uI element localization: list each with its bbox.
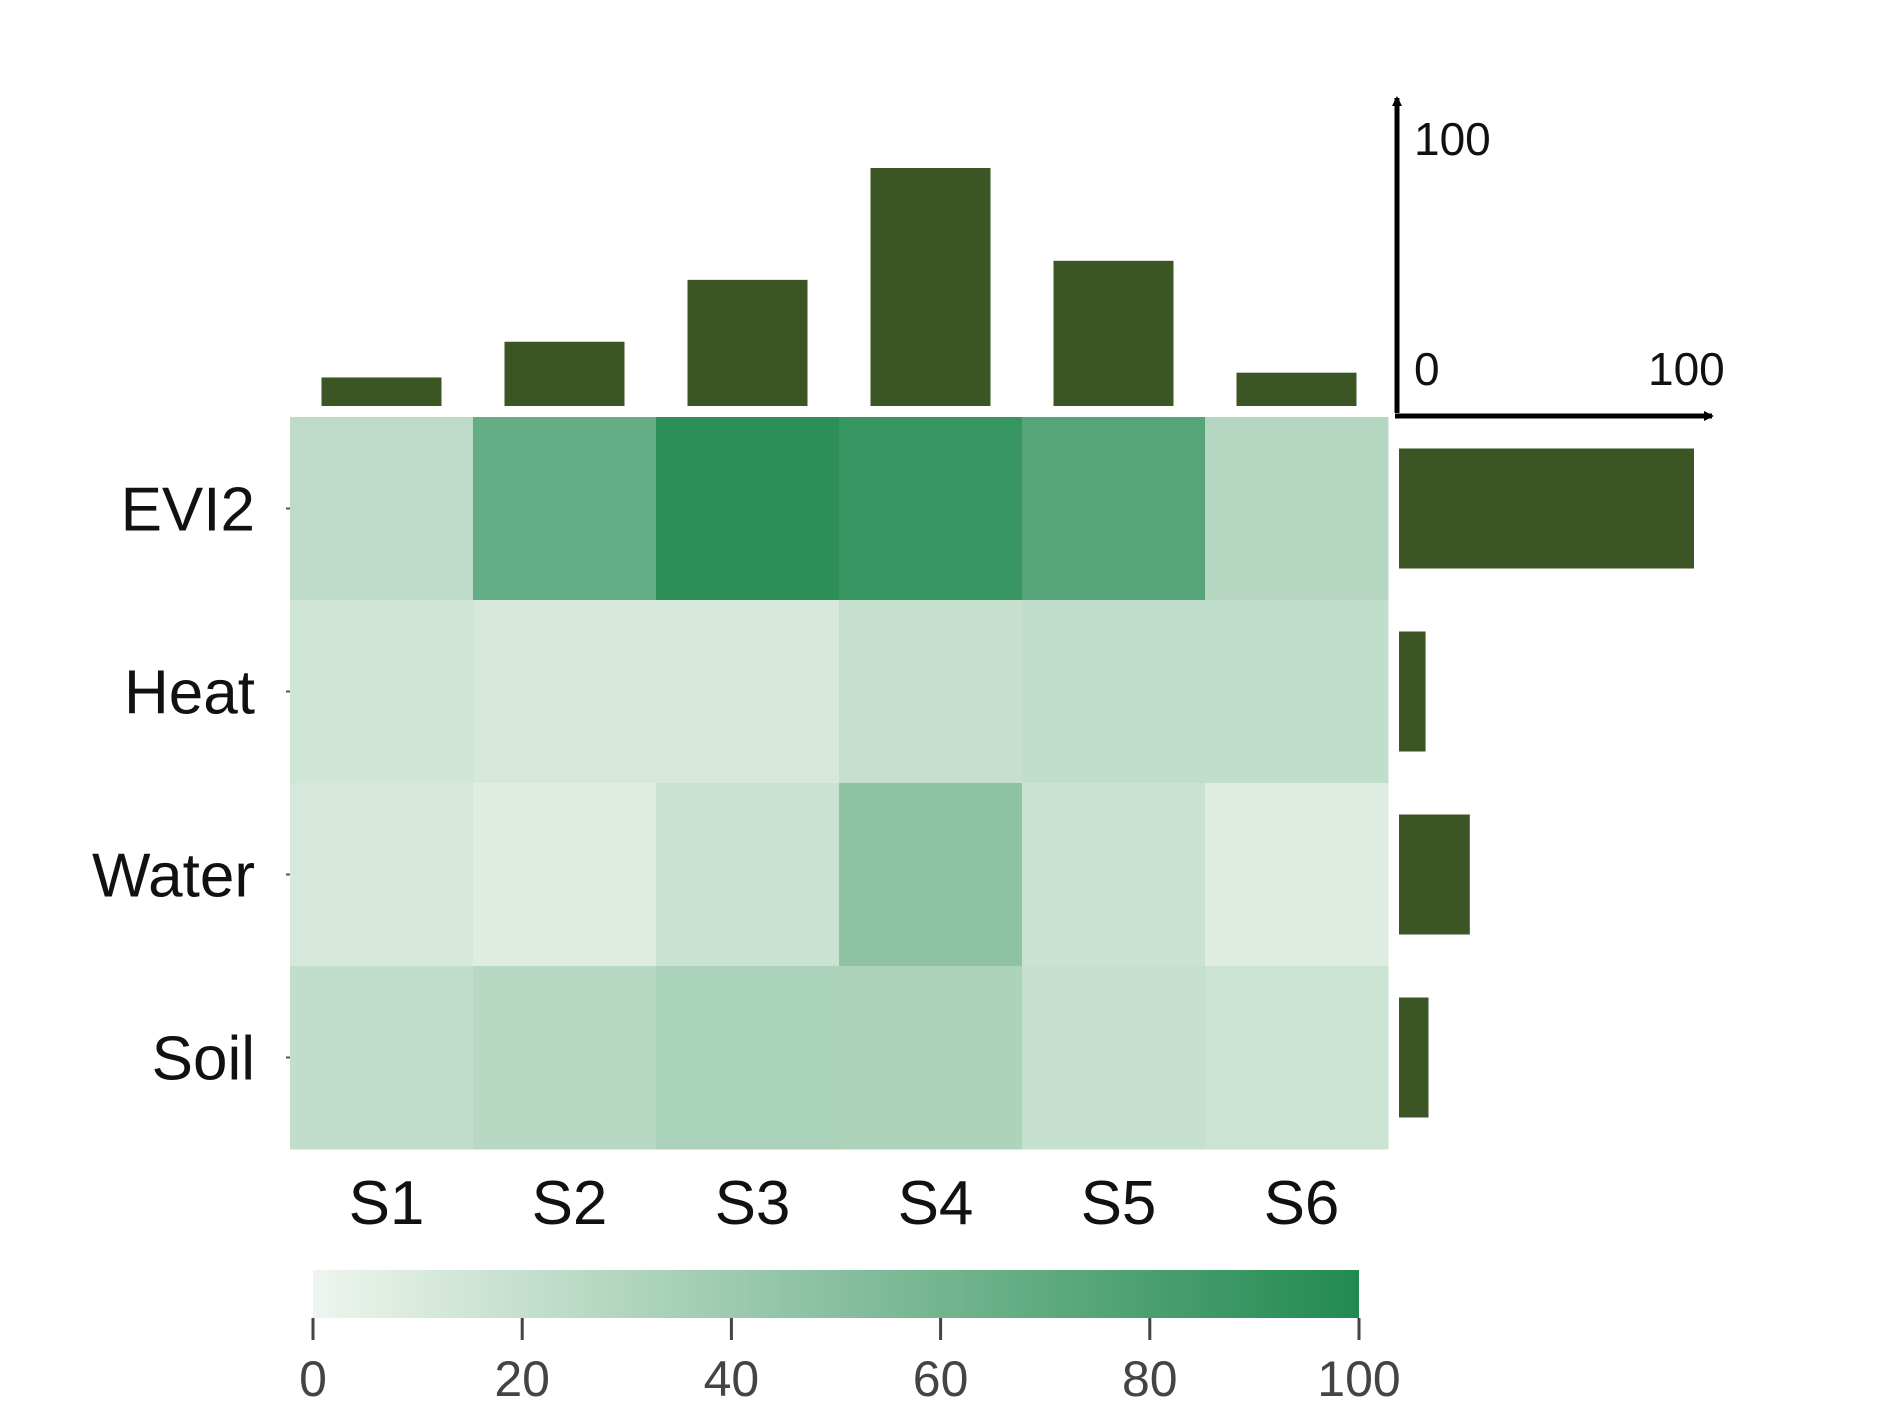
- row-label-evi2: EVI2: [121, 476, 255, 545]
- heatmap-cell-soil-s5: [1022, 966, 1206, 1150]
- column-label-s6: S6: [1264, 1169, 1340, 1238]
- heatmap-cell-soil-s4: [839, 966, 1023, 1150]
- row-marginal-bar-soil: [1399, 997, 1429, 1118]
- column-label-s3: S3: [715, 1169, 791, 1238]
- row-marginal-bar-water: [1399, 814, 1470, 935]
- row-marginal-bars: [1399, 448, 1694, 1118]
- heatmap-cell-evi2-s6: [1205, 417, 1389, 601]
- colorbar-tick-label-0: 0: [299, 1351, 327, 1407]
- colorbar-tick-label-60: 60: [913, 1351, 969, 1407]
- colorbar-gradient: [313, 1270, 1359, 1318]
- column-label-s4: S4: [898, 1169, 974, 1238]
- heatmap-cell-soil-s1: [290, 966, 474, 1150]
- column-marginal-bar-s1: [321, 377, 442, 406]
- column-marginal-bars: [321, 168, 1357, 406]
- column-label-s1: S1: [349, 1169, 425, 1238]
- colorbar-tick-label-100: 100: [1317, 1351, 1400, 1407]
- row-label-soil: Soil: [152, 1025, 255, 1094]
- heatmap-cell-evi2-s1: [290, 417, 474, 601]
- heatmap-cell-heat-s4: [839, 600, 1023, 784]
- column-marginal-bar-s2: [504, 341, 625, 406]
- heatmap-cell-soil-s3: [656, 966, 840, 1150]
- heatmap-cell-water-s1: [290, 783, 474, 967]
- column-label-s2: S2: [532, 1169, 608, 1238]
- row-label-water: Water: [92, 842, 255, 911]
- column-label-s5: S5: [1081, 1169, 1157, 1238]
- heatmap-cell-evi2-s2: [473, 417, 657, 601]
- colorbar-tick-label-80: 80: [1122, 1351, 1178, 1407]
- column-marginal-bar-s3: [687, 279, 808, 406]
- heatmap-cells: [290, 417, 1389, 1150]
- colorbar-tick-label-40: 40: [704, 1351, 760, 1407]
- heatmap-cell-heat-s6: [1205, 600, 1389, 784]
- colorbar-tick-label-20: 20: [494, 1351, 550, 1407]
- column-labels: S1 S2 S3 S4 S5 S6: [349, 1169, 1340, 1238]
- heatmap-cell-heat-s1: [290, 600, 474, 784]
- heatmap-cell-evi2-s3: [656, 417, 840, 601]
- heatmap-cell-water-s2: [473, 783, 657, 967]
- scale-tick-origin: 0: [1414, 343, 1440, 395]
- scale-tick-vertical-max: 100: [1414, 113, 1491, 165]
- heatmap-cell-heat-s5: [1022, 600, 1206, 784]
- marginal-scale-axes: 100 0 100: [1392, 96, 1725, 421]
- colorbar-ticks: 0 20 40 60 80 100: [299, 1318, 1401, 1407]
- heatmap-cell-evi2-s5: [1022, 417, 1206, 601]
- column-marginal-bar-s5: [1053, 260, 1174, 406]
- row-marginal-bar-heat: [1399, 631, 1426, 752]
- heatmap-cell-water-s6: [1205, 783, 1389, 967]
- heatmap-cell-water-s5: [1022, 783, 1206, 967]
- heatmap-cell-soil-s6: [1205, 966, 1389, 1150]
- row-labels: EVI2 Heat Water Soil: [92, 476, 290, 1094]
- column-marginal-bar-s4: [870, 168, 991, 406]
- heatmap-cell-water-s4: [839, 783, 1023, 967]
- row-label-heat: Heat: [124, 659, 255, 728]
- column-marginal-bar-s6: [1236, 372, 1357, 406]
- heatmap-cell-heat-s2: [473, 600, 657, 784]
- colorbar: 0 20 40 60 80 100: [299, 1270, 1401, 1407]
- heatmap-cell-heat-s3: [656, 600, 840, 784]
- row-marginal-bar-evi2: [1399, 448, 1694, 569]
- heatmap-cell-soil-s2: [473, 966, 657, 1150]
- scale-tick-horizontal-max: 100: [1648, 343, 1725, 395]
- heatmap-cell-evi2-s4: [839, 417, 1023, 601]
- heatmap-cell-water-s3: [656, 783, 840, 967]
